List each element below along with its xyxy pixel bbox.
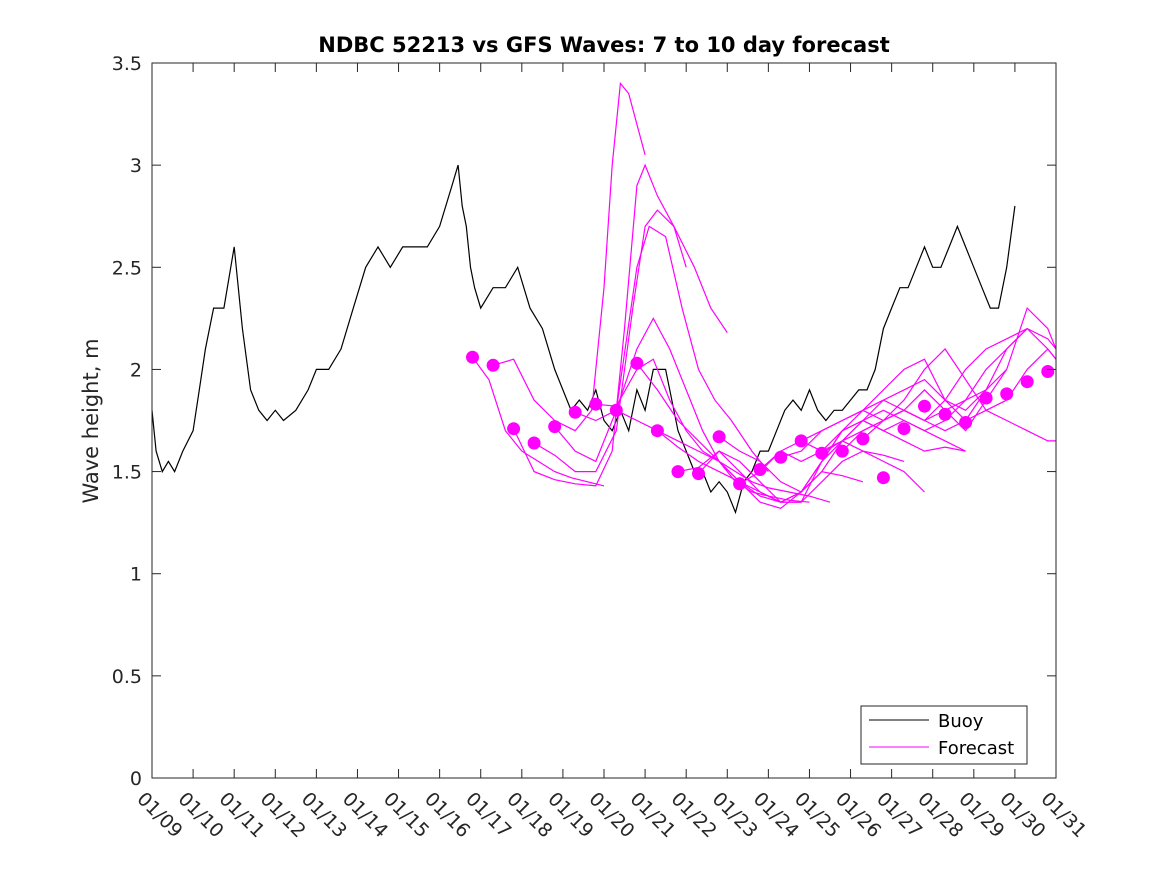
legend: Buoy Forecast (860, 705, 1028, 765)
y-axis-label: Wave height, m (79, 338, 103, 503)
forecast-marker (815, 446, 829, 460)
y-tick-label: 1.5 (112, 462, 142, 484)
forecast-marker (527, 436, 541, 450)
y-tick-label: 0 (130, 768, 142, 790)
forecast-marker (712, 430, 726, 444)
forecast-marker (856, 432, 870, 446)
forecast-run-line (472, 356, 605, 487)
y-tick-label: 2 (130, 359, 142, 381)
forecast-marker (692, 467, 705, 481)
legend-forecast-label: Forecast (938, 738, 1014, 759)
forecast-run-line (492, 81, 646, 432)
forecast-marker (650, 424, 664, 438)
y-tick-label: 3 (130, 155, 142, 177)
y-tick-label: 1 (130, 564, 142, 586)
y-tick-label: 2.5 (112, 257, 142, 279)
forecast-marker (589, 397, 603, 411)
forecast-run-line (636, 362, 925, 509)
forecast-marker (938, 407, 952, 421)
forecast-marker (466, 350, 479, 364)
y-tick-label: 0.5 (112, 666, 142, 688)
plot-area (151, 81, 1057, 515)
forecast-markers (466, 350, 1055, 491)
forecast-run-line (513, 163, 687, 487)
buoy-line (151, 164, 1016, 515)
forecast-marker (774, 450, 788, 464)
forecast-run-line (841, 306, 1057, 452)
buoy-series (151, 164, 1016, 515)
chart-title: NDBC 52213 vs GFS Waves: 7 to 10 day for… (318, 33, 889, 57)
forecast-marker (609, 403, 623, 417)
y-tick-label: 3.5 (112, 53, 142, 75)
forecast-run-line (800, 327, 1057, 442)
forecast-marker (568, 405, 582, 419)
forecast-run-line (554, 225, 769, 472)
forecast-marker (671, 465, 685, 479)
forecast-marker (1020, 375, 1034, 389)
forecast-marker (733, 477, 747, 491)
legend-buoy-label: Buoy (938, 711, 984, 732)
forecast-run-line (533, 209, 728, 473)
forecast-marker (876, 471, 890, 485)
legend-box (860, 705, 1028, 765)
forecast-marker (753, 463, 767, 476)
forecast-marker (630, 356, 644, 370)
forecast-marker (835, 444, 849, 458)
forecast-marker (486, 358, 500, 372)
forecast-marker (548, 420, 562, 434)
y-axis-ticks: 0 0.5 1 1.5 2 2.5 3 3.5 (112, 53, 1056, 790)
forecast-marker (979, 391, 993, 405)
forecast-run-line (862, 327, 1057, 440)
forecast-marker (794, 434, 808, 448)
forecast-marker (918, 399, 931, 413)
forecast-marker (959, 416, 973, 429)
forecast-marker (1000, 387, 1014, 401)
forecast-marker (1041, 365, 1055, 378)
forecast-marker (897, 422, 911, 436)
forecast-marker (507, 422, 521, 436)
